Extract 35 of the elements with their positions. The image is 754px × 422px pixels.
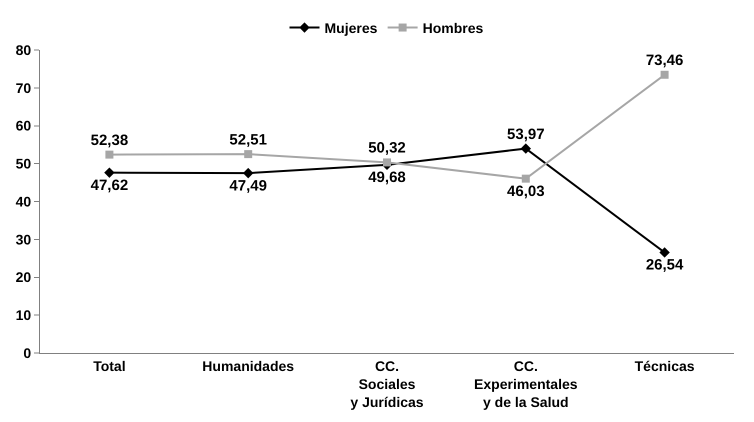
legend-label: Hombres bbox=[422, 20, 484, 36]
data-label: 47,62 bbox=[90, 176, 128, 194]
point bbox=[659, 247, 670, 258]
y-tick-label: 60 bbox=[16, 118, 32, 134]
x-tick-label: CC. Sociales y Jurídicas bbox=[350, 358, 424, 410]
point bbox=[660, 70, 669, 79]
point bbox=[244, 150, 252, 158]
y-tick-label: 40 bbox=[16, 193, 32, 210]
data-label: 52,38 bbox=[90, 132, 128, 149]
point bbox=[243, 168, 254, 178]
data-label: 49,68 bbox=[368, 169, 406, 186]
point bbox=[383, 158, 391, 166]
y-tick-label: 80 bbox=[16, 42, 32, 58]
y-tick-label: 0 bbox=[23, 344, 32, 361]
x-tick-label: CC. Experimentales y de la Salud bbox=[474, 358, 578, 410]
point bbox=[520, 143, 531, 154]
data-label: 73,46 bbox=[646, 52, 684, 70]
x-tick-label: Total bbox=[93, 358, 126, 374]
y-tick-label: 20 bbox=[16, 269, 32, 286]
point bbox=[105, 150, 114, 159]
y-tick-label: 10 bbox=[16, 307, 32, 324]
data-label: 26,54 bbox=[646, 256, 684, 274]
y-tick-label: 30 bbox=[16, 231, 32, 248]
data-label: 50,32 bbox=[368, 140, 406, 157]
point bbox=[104, 167, 115, 178]
y-tick-label: 70 bbox=[16, 80, 32, 96]
x-tick-label: Técnicas bbox=[634, 358, 695, 374]
data-label: 46,03 bbox=[507, 182, 545, 200]
data-label: 52,51 bbox=[229, 131, 267, 148]
data-label: 53,97 bbox=[507, 126, 545, 143]
point bbox=[522, 174, 530, 183]
y-tick-label: 50 bbox=[16, 156, 32, 172]
data-label: 47,49 bbox=[229, 177, 267, 194]
x-tick-label: Humanidades bbox=[202, 358, 294, 374]
legend-label: Mujeres bbox=[324, 20, 378, 36]
